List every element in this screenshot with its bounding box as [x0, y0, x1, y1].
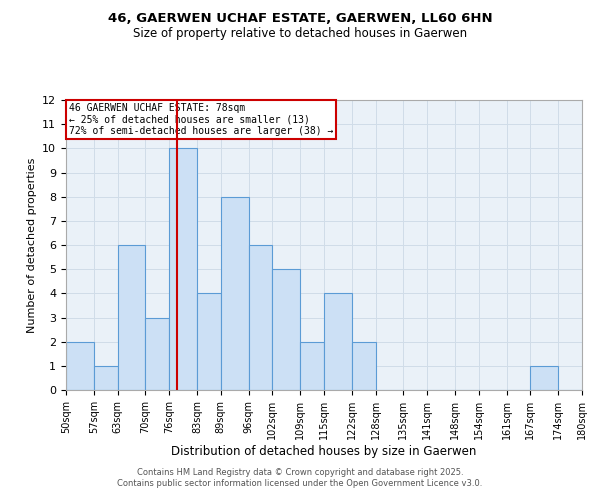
Text: 46 GAERWEN UCHAF ESTATE: 78sqm
← 25% of detached houses are smaller (13)
72% of : 46 GAERWEN UCHAF ESTATE: 78sqm ← 25% of …: [68, 103, 333, 136]
Text: Contains HM Land Registry data © Crown copyright and database right 2025.
Contai: Contains HM Land Registry data © Crown c…: [118, 468, 482, 487]
Bar: [66, 342, 94, 390]
Y-axis label: Number of detached properties: Number of detached properties: [26, 158, 37, 332]
Bar: [352, 342, 376, 390]
Bar: [300, 342, 324, 390]
Bar: [248, 245, 272, 390]
Bar: [272, 269, 300, 390]
X-axis label: Distribution of detached houses by size in Gaerwen: Distribution of detached houses by size …: [172, 444, 476, 458]
Text: Size of property relative to detached houses in Gaerwen: Size of property relative to detached ho…: [133, 28, 467, 40]
Bar: [530, 366, 558, 390]
Bar: [197, 294, 221, 390]
Bar: [145, 318, 169, 390]
Bar: [94, 366, 118, 390]
Bar: [118, 245, 145, 390]
Bar: [324, 294, 352, 390]
Text: 46, GAERWEN UCHAF ESTATE, GAERWEN, LL60 6HN: 46, GAERWEN UCHAF ESTATE, GAERWEN, LL60 …: [107, 12, 493, 26]
Bar: [169, 148, 197, 390]
Bar: [221, 196, 248, 390]
